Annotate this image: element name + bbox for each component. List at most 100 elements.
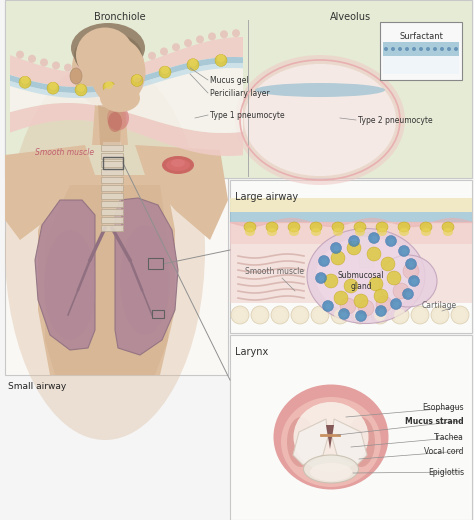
Text: Larynx: Larynx bbox=[235, 347, 268, 357]
Circle shape bbox=[374, 289, 388, 303]
Ellipse shape bbox=[71, 23, 145, 73]
Polygon shape bbox=[38, 175, 175, 375]
Bar bbox=[101, 201, 123, 207]
Circle shape bbox=[215, 55, 227, 67]
Bar bbox=[383, 56, 459, 74]
Circle shape bbox=[352, 239, 357, 244]
Circle shape bbox=[334, 245, 339, 252]
Circle shape bbox=[271, 306, 289, 324]
Circle shape bbox=[356, 310, 366, 321]
Circle shape bbox=[358, 300, 374, 316]
Polygon shape bbox=[135, 145, 228, 240]
Bar bbox=[152, 310, 164, 318]
Circle shape bbox=[133, 74, 141, 83]
Text: Type 2 pneumocyte: Type 2 pneumocyte bbox=[358, 115, 433, 124]
Circle shape bbox=[112, 62, 120, 70]
Text: Alveolus: Alveolus bbox=[329, 12, 371, 22]
Circle shape bbox=[100, 64, 108, 72]
Ellipse shape bbox=[377, 228, 387, 236]
Ellipse shape bbox=[287, 417, 315, 467]
Circle shape bbox=[19, 76, 31, 88]
Ellipse shape bbox=[74, 33, 142, 77]
Circle shape bbox=[393, 283, 409, 299]
Ellipse shape bbox=[171, 159, 185, 167]
Polygon shape bbox=[10, 63, 243, 98]
Circle shape bbox=[367, 247, 381, 261]
Circle shape bbox=[405, 292, 411, 297]
Circle shape bbox=[454, 309, 466, 321]
Text: Trachea: Trachea bbox=[434, 433, 464, 441]
Circle shape bbox=[76, 65, 84, 73]
Circle shape bbox=[387, 271, 401, 285]
Text: Submucosal
gland: Submucosal gland bbox=[338, 271, 384, 291]
Ellipse shape bbox=[100, 84, 140, 112]
Circle shape bbox=[208, 32, 216, 41]
Ellipse shape bbox=[288, 222, 300, 232]
Circle shape bbox=[384, 47, 388, 51]
Circle shape bbox=[381, 257, 395, 271]
Bar bbox=[101, 185, 123, 191]
Ellipse shape bbox=[293, 402, 368, 472]
Circle shape bbox=[409, 262, 414, 267]
Circle shape bbox=[148, 52, 156, 60]
Circle shape bbox=[334, 291, 348, 305]
Text: Periciliary layer: Periciliary layer bbox=[210, 88, 270, 98]
Circle shape bbox=[431, 306, 449, 324]
Circle shape bbox=[358, 314, 365, 319]
Ellipse shape bbox=[355, 228, 365, 236]
Bar bbox=[230, 180, 472, 333]
Ellipse shape bbox=[244, 222, 256, 232]
Text: Esophagus: Esophagus bbox=[422, 402, 464, 411]
Circle shape bbox=[326, 304, 331, 309]
Circle shape bbox=[21, 76, 29, 84]
Circle shape bbox=[321, 258, 328, 265]
Bar bbox=[103, 142, 121, 232]
Circle shape bbox=[391, 306, 409, 324]
Text: Bronchiole: Bronchiole bbox=[94, 12, 146, 22]
Circle shape bbox=[64, 63, 72, 72]
Ellipse shape bbox=[255, 83, 385, 97]
Circle shape bbox=[405, 47, 409, 51]
Circle shape bbox=[105, 81, 113, 89]
Ellipse shape bbox=[70, 68, 82, 84]
Bar bbox=[101, 217, 123, 223]
Circle shape bbox=[447, 47, 451, 51]
Circle shape bbox=[311, 306, 329, 324]
Bar bbox=[101, 153, 123, 159]
Ellipse shape bbox=[44, 230, 96, 340]
Ellipse shape bbox=[310, 222, 322, 232]
Text: Smooth muscle: Smooth muscle bbox=[246, 267, 304, 276]
Text: Mucus strand: Mucus strand bbox=[405, 417, 464, 425]
Bar bbox=[230, 244, 472, 303]
Bar bbox=[101, 193, 123, 199]
Circle shape bbox=[376, 296, 392, 312]
Ellipse shape bbox=[311, 228, 321, 236]
Text: Surfactant: Surfactant bbox=[399, 32, 443, 41]
Circle shape bbox=[419, 47, 423, 51]
Circle shape bbox=[319, 255, 329, 267]
Text: Type 1 pneumocyte: Type 1 pneumocyte bbox=[210, 111, 284, 120]
Circle shape bbox=[47, 82, 59, 94]
Circle shape bbox=[254, 309, 266, 321]
Polygon shape bbox=[10, 103, 243, 156]
Polygon shape bbox=[98, 105, 122, 145]
Circle shape bbox=[451, 306, 469, 324]
Circle shape bbox=[399, 245, 410, 256]
Circle shape bbox=[16, 50, 24, 59]
Circle shape bbox=[412, 47, 416, 51]
Circle shape bbox=[385, 236, 396, 246]
Ellipse shape bbox=[398, 222, 410, 232]
Ellipse shape bbox=[310, 463, 352, 481]
Circle shape bbox=[196, 35, 204, 43]
Circle shape bbox=[401, 249, 408, 254]
Circle shape bbox=[371, 306, 389, 324]
Circle shape bbox=[434, 309, 446, 321]
Ellipse shape bbox=[267, 228, 277, 236]
Circle shape bbox=[314, 309, 326, 321]
Ellipse shape bbox=[443, 228, 453, 236]
Circle shape bbox=[411, 279, 418, 284]
Circle shape bbox=[136, 56, 144, 64]
Polygon shape bbox=[332, 419, 367, 465]
Ellipse shape bbox=[399, 228, 409, 236]
Ellipse shape bbox=[166, 159, 190, 171]
